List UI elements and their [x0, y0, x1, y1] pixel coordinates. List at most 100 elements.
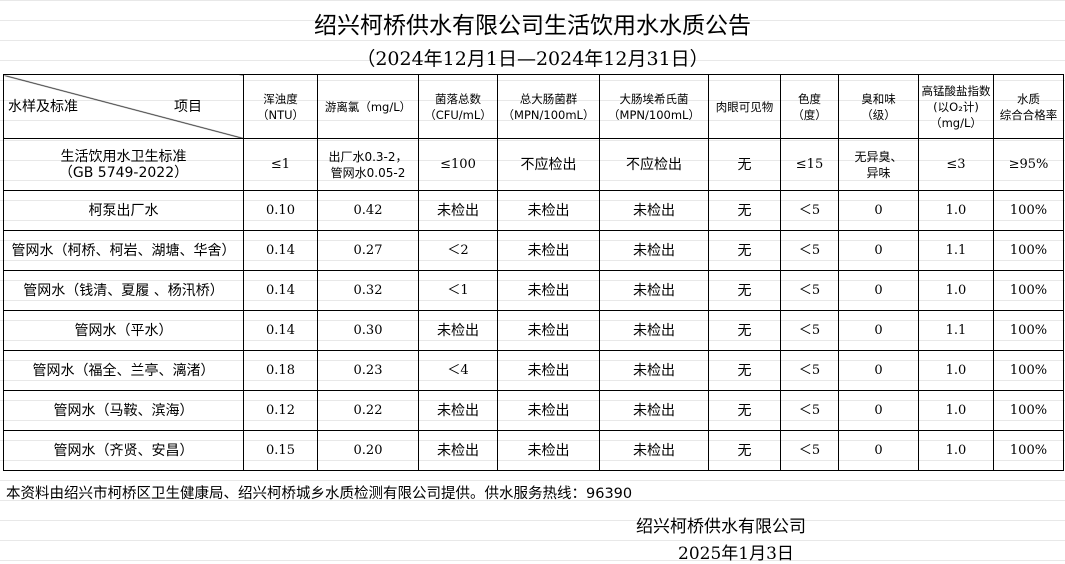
- organization-signature: 绍兴柯桥供水有限公司: [636, 517, 806, 537]
- value-cell: 未检出: [497, 310, 600, 351]
- value-cell: ≤1: [243, 138, 318, 191]
- value-cell: 未检出: [599, 350, 709, 391]
- value-cell: 0.32: [317, 270, 419, 311]
- value-cell: 0.15: [243, 430, 318, 471]
- value-cell: 0: [838, 430, 919, 471]
- value-cell: 无: [708, 430, 781, 471]
- value-cell: 1.0: [918, 350, 994, 391]
- value-cell: 未检出: [497, 270, 600, 311]
- value-cell: 未检出: [599, 270, 709, 311]
- corner-right-label: 项目: [174, 99, 202, 115]
- value-cell: 0: [838, 190, 919, 231]
- value-cell: 未检出: [418, 430, 498, 471]
- value-cell: 0.12: [243, 390, 318, 431]
- value-cell: 出厂水0.3-2， 管网水0.05-2: [317, 138, 419, 191]
- value-cell: ＜5: [780, 270, 839, 311]
- value-cell: 0.42: [317, 190, 419, 231]
- value-cell: ＜2: [418, 230, 498, 271]
- value-cell: 1.0: [918, 390, 994, 431]
- value-cell: ＜5: [780, 430, 839, 471]
- column-header: 浑浊度 （NTU）: [243, 74, 318, 139]
- column-header: 高锰酸盐指数(以O₂计) （mg/L）: [918, 74, 994, 139]
- sample-name-cell: 管网水（柯桥、柯岩、湖塘、华舍）: [3, 230, 244, 271]
- sample-name-cell: 生活饮用水卫生标准 （GB 5749-2022）: [3, 138, 244, 191]
- value-cell: 未检出: [497, 350, 600, 391]
- value-cell: 无: [708, 230, 781, 271]
- value-cell: 未检出: [497, 390, 600, 431]
- value-cell: 无: [708, 310, 781, 351]
- value-cell: 未检出: [418, 310, 498, 351]
- value-cell: ＜5: [780, 310, 839, 351]
- value-cell: 0: [838, 350, 919, 391]
- value-cell: 无: [708, 138, 781, 191]
- sample-name-cell: 柯泵出厂水: [3, 190, 244, 231]
- value-cell: 无: [708, 350, 781, 391]
- value-cell: 100%: [993, 350, 1064, 391]
- value-cell: 未检出: [599, 390, 709, 431]
- value-cell: 1.0: [918, 430, 994, 471]
- value-cell: 100%: [993, 390, 1064, 431]
- column-header: 肉眼可见物: [708, 74, 781, 139]
- column-header: 臭和味 （级）: [838, 74, 919, 139]
- table-row: 管网水（福全、兰亭、漓渚） 0.18 0.23 ＜4 未检出 未检出无＜5 0 1.0 100%: [3, 350, 1064, 391]
- value-cell: 无: [708, 270, 781, 311]
- value-cell: 1.0: [918, 270, 994, 311]
- value-cell: 0.10: [243, 190, 318, 231]
- value-cell: 100%: [993, 430, 1064, 471]
- value-cell: 未检出: [497, 190, 600, 231]
- value-cell: 未检出: [599, 310, 709, 351]
- table-row: 管网水（钱清、夏履 、杨汛桥） 0.14 0.32 ＜1 未检出 未检出无＜5 0 1.0 10…: [3, 270, 1064, 311]
- value-cell: 未检出: [497, 230, 600, 271]
- sample-name-cell: 管网水（齐贤、安昌）: [3, 430, 244, 471]
- value-cell: 0.20: [317, 430, 419, 471]
- value-cell: 未检出: [599, 190, 709, 231]
- table-row: 生活饮用水卫生标准 （GB 5749-2022） ≤1 出厂水0.3-2， 管网水0…: [3, 138, 1064, 191]
- value-cell: ＜5: [780, 230, 839, 271]
- value-cell: 未检出: [418, 190, 498, 231]
- value-cell: 1.1: [918, 310, 994, 351]
- value-cell: 100%: [993, 230, 1064, 271]
- table-row: 管网水（马鞍、滨海） 0.12 0.22 未检出 未检出 未检出无＜5 0 1.0 100%: [3, 390, 1064, 431]
- table-row: 柯泵出厂水 0.10 0.42 未检出 未检出 未检出无＜5 0 1.0 100%: [3, 190, 1064, 231]
- value-cell: 未检出: [599, 230, 709, 271]
- value-cell: 1.1: [918, 230, 994, 271]
- value-cell: 0: [838, 310, 919, 351]
- value-cell: 0.18: [243, 350, 318, 391]
- value-cell: ＜4: [418, 350, 498, 391]
- value-cell: 无: [708, 390, 781, 431]
- column-header: 大肠埃希氏菌 （MPN/100mL）: [599, 74, 709, 139]
- value-cell: 0.14: [243, 270, 318, 311]
- value-cell: 0: [838, 230, 919, 271]
- value-cell: 0.14: [243, 310, 318, 351]
- value-cell: 0: [838, 270, 919, 311]
- value-cell: ≤3: [918, 138, 994, 191]
- table-row: 管网水（平水） 0.14 0.30 未检出 未检出 未检出无＜5 0 1.1 100%: [3, 310, 1064, 351]
- value-cell: ≥95%: [993, 138, 1064, 191]
- column-header: 菌落总数 （CFU/mL）: [418, 74, 498, 139]
- value-cell: 未检出: [497, 430, 600, 471]
- value-cell: 不应检出: [599, 138, 709, 191]
- water-quality-table: 水样及标准 项目 浑浊度 （NTU） 游离氯（mg/L） 菌落总数 （CFU/mL）…: [3, 74, 1064, 471]
- value-cell: 100%: [993, 270, 1064, 311]
- value-cell: ＜5: [780, 350, 839, 391]
- value-cell: 0.30: [317, 310, 419, 351]
- value-cell: 不应检出: [497, 138, 600, 191]
- value-cell: 0.22: [317, 390, 419, 431]
- sample-name-cell: 管网水（马鞍、滨海）: [3, 390, 244, 431]
- table-row: 管网水（齐贤、安昌） 0.15 0.20 未检出 未检出 未检出无＜5 0 1.0 100%: [3, 430, 1064, 471]
- value-cell: ＜5: [780, 190, 839, 231]
- column-header: 总大肠菌群 （MPN/100mL）: [497, 74, 600, 139]
- period-subtitle: （2024年12月1日—2024年12月31日）: [356, 48, 709, 70]
- value-cell: ＜1: [418, 270, 498, 311]
- value-cell: 未检出: [418, 390, 498, 431]
- publish-date: 2025年1月3日: [678, 544, 794, 564]
- table-row: 管网水（柯桥、柯岩、湖塘、华舍） 0.14 0.27 ＜2 未检出 未检出无＜5 0 1.1 1…: [3, 230, 1064, 271]
- value-cell: 0.23: [317, 350, 419, 391]
- column-header: 色度 （度）: [780, 74, 839, 139]
- sample-name-cell: 管网水（平水）: [3, 310, 244, 351]
- corner-header-cell: 水样及标准 项目: [3, 74, 244, 139]
- column-header: 水质 综合合格率: [993, 74, 1064, 139]
- value-cell: 100%: [993, 310, 1064, 351]
- value-cell: 无异臭、 异味: [838, 138, 919, 191]
- value-cell: ≤100: [418, 138, 498, 191]
